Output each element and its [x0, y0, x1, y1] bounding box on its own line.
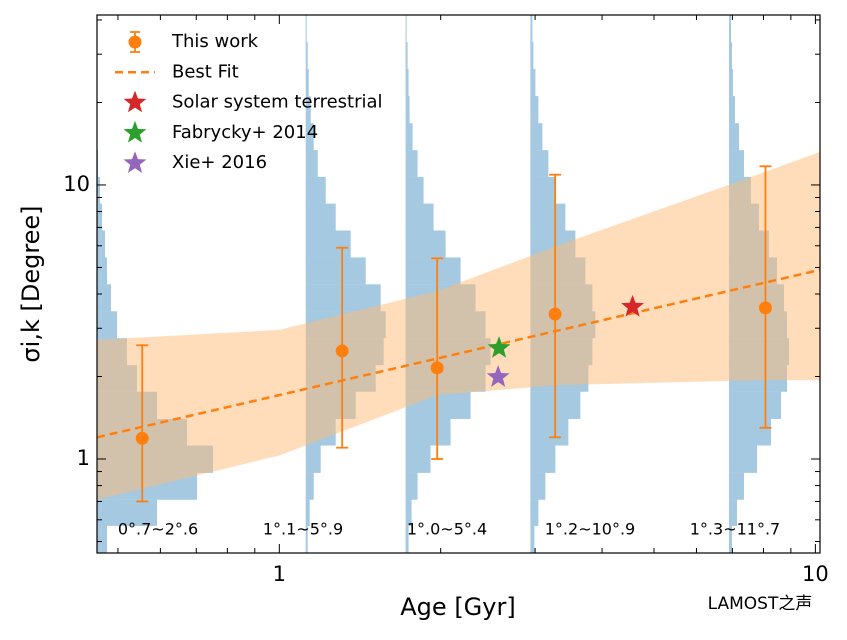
- histogram-bar: [729, 96, 736, 124]
- axes-frame: [96, 14, 821, 554]
- histogram-bar: [405, 203, 434, 231]
- histogram-bar: [305, 150, 318, 177]
- star-marker: [486, 365, 510, 387]
- histogram-bar: [729, 68, 734, 97]
- histogram-bar: [97, 284, 111, 312]
- histogram-bar: [530, 418, 569, 446]
- histogram-bar: [305, 525, 308, 553]
- histogram-bar: [729, 418, 772, 446]
- confidence-band: [97, 151, 820, 500]
- histogram-bar: [405, 96, 410, 124]
- legend-marker: [123, 90, 147, 113]
- histogram-bar: [530, 150, 549, 177]
- histogram-bar: [305, 96, 311, 124]
- histogram-bar: [530, 203, 566, 231]
- histogram-bar: [405, 257, 461, 285]
- legend-label: Fabrycky+ 2014: [172, 122, 318, 143]
- histogram-bar: [305, 284, 381, 312]
- histogram-bar: [530, 176, 556, 204]
- histogram-bar: [530, 123, 543, 151]
- histogram-bar: [97, 257, 107, 285]
- histogram-bar: [530, 525, 535, 553]
- histogram-bar: [530, 499, 539, 526]
- histogram-bar: [305, 176, 326, 204]
- histogram-bar: [305, 257, 366, 285]
- histogram-bar: [305, 68, 309, 97]
- histogram-bar: [405, 150, 418, 177]
- histogram-bar: [405, 499, 412, 526]
- interval-label: 1°.1~5°.9: [263, 520, 343, 539]
- histogram-bar: [305, 203, 336, 231]
- histogram-bar: [405, 525, 409, 553]
- interval-label: 0°.7~2°.6: [118, 520, 198, 539]
- histogram-bar: [97, 230, 105, 258]
- x-tick-label: 10: [802, 562, 829, 586]
- histogram-bar: [405, 15, 407, 43]
- histogram-bar: [305, 499, 310, 526]
- star-marker: [621, 294, 644, 317]
- y-tick-label: 10: [63, 172, 90, 196]
- histogram-bar: [530, 472, 546, 500]
- histogram-bar: [97, 525, 107, 553]
- histogram-bar: [729, 445, 758, 473]
- histogram-bar: [729, 472, 745, 500]
- legend-marker: [123, 151, 147, 173]
- histogram-bar: [405, 230, 446, 258]
- interval-label: 1°.3~11°.7: [690, 520, 780, 539]
- legend-marker: [128, 35, 142, 49]
- y-axis-label: σi,k [Degree]: [17, 205, 45, 362]
- x-axis-label: Age [Gyr]: [400, 593, 515, 621]
- histogram-bar: [305, 123, 314, 151]
- histogram-bar: [97, 176, 100, 204]
- histogram-bar: [305, 472, 314, 500]
- y-tick-label: 1: [77, 446, 90, 470]
- histogram-bar: [305, 445, 321, 473]
- star-marker: [487, 336, 511, 358]
- watermark: LAMOST之声: [708, 594, 813, 614]
- histogram-bar: [305, 42, 308, 69]
- histogram-bar: [530, 42, 534, 69]
- histogram-bar: [97, 311, 117, 339]
- x-tick-label: 1: [273, 562, 286, 586]
- histogram-bar: [530, 96, 539, 124]
- histogram-bar: [405, 472, 418, 500]
- data-point: [335, 344, 349, 358]
- histogram-bar: [729, 499, 738, 526]
- histogram-bar: [729, 15, 732, 43]
- data-point: [758, 301, 772, 315]
- interval-label: 1°.0~5°.4: [407, 520, 487, 539]
- histogram-bar: [729, 42, 733, 69]
- histogram-bar: [729, 525, 733, 553]
- data-point: [548, 307, 562, 321]
- histogram-bar: [97, 499, 157, 526]
- fit-line: [97, 268, 820, 439]
- legend-label: Solar system terrestrial: [172, 92, 383, 113]
- histogram-bar: [530, 68, 536, 97]
- histogram-bar: [729, 150, 745, 177]
- histogram-bar: [305, 230, 351, 258]
- interval-label: 1°.2~10°.9: [545, 520, 635, 539]
- legend-label: Xie+ 2016: [172, 152, 267, 173]
- legend-label: This work: [171, 31, 259, 52]
- histogram-bar: [405, 42, 408, 69]
- histogram-bar: [97, 203, 102, 231]
- legend-label: Best Fit: [172, 61, 239, 82]
- plot-area: [97, 15, 820, 553]
- histogram-bar: [729, 123, 740, 151]
- histogram-bar: [405, 445, 431, 473]
- data-point: [135, 431, 149, 445]
- legend-marker: [123, 120, 147, 143]
- histogram-bar: [405, 176, 424, 204]
- histogram-bar: [729, 391, 782, 419]
- histogram-bar: [405, 418, 451, 446]
- histogram-bar: [405, 68, 409, 97]
- data-point: [430, 361, 444, 375]
- histogram-bar: [530, 445, 556, 473]
- histogram-bar: [405, 123, 413, 151]
- histogram-bar: [305, 15, 307, 43]
- histogram-bar: [530, 15, 533, 43]
